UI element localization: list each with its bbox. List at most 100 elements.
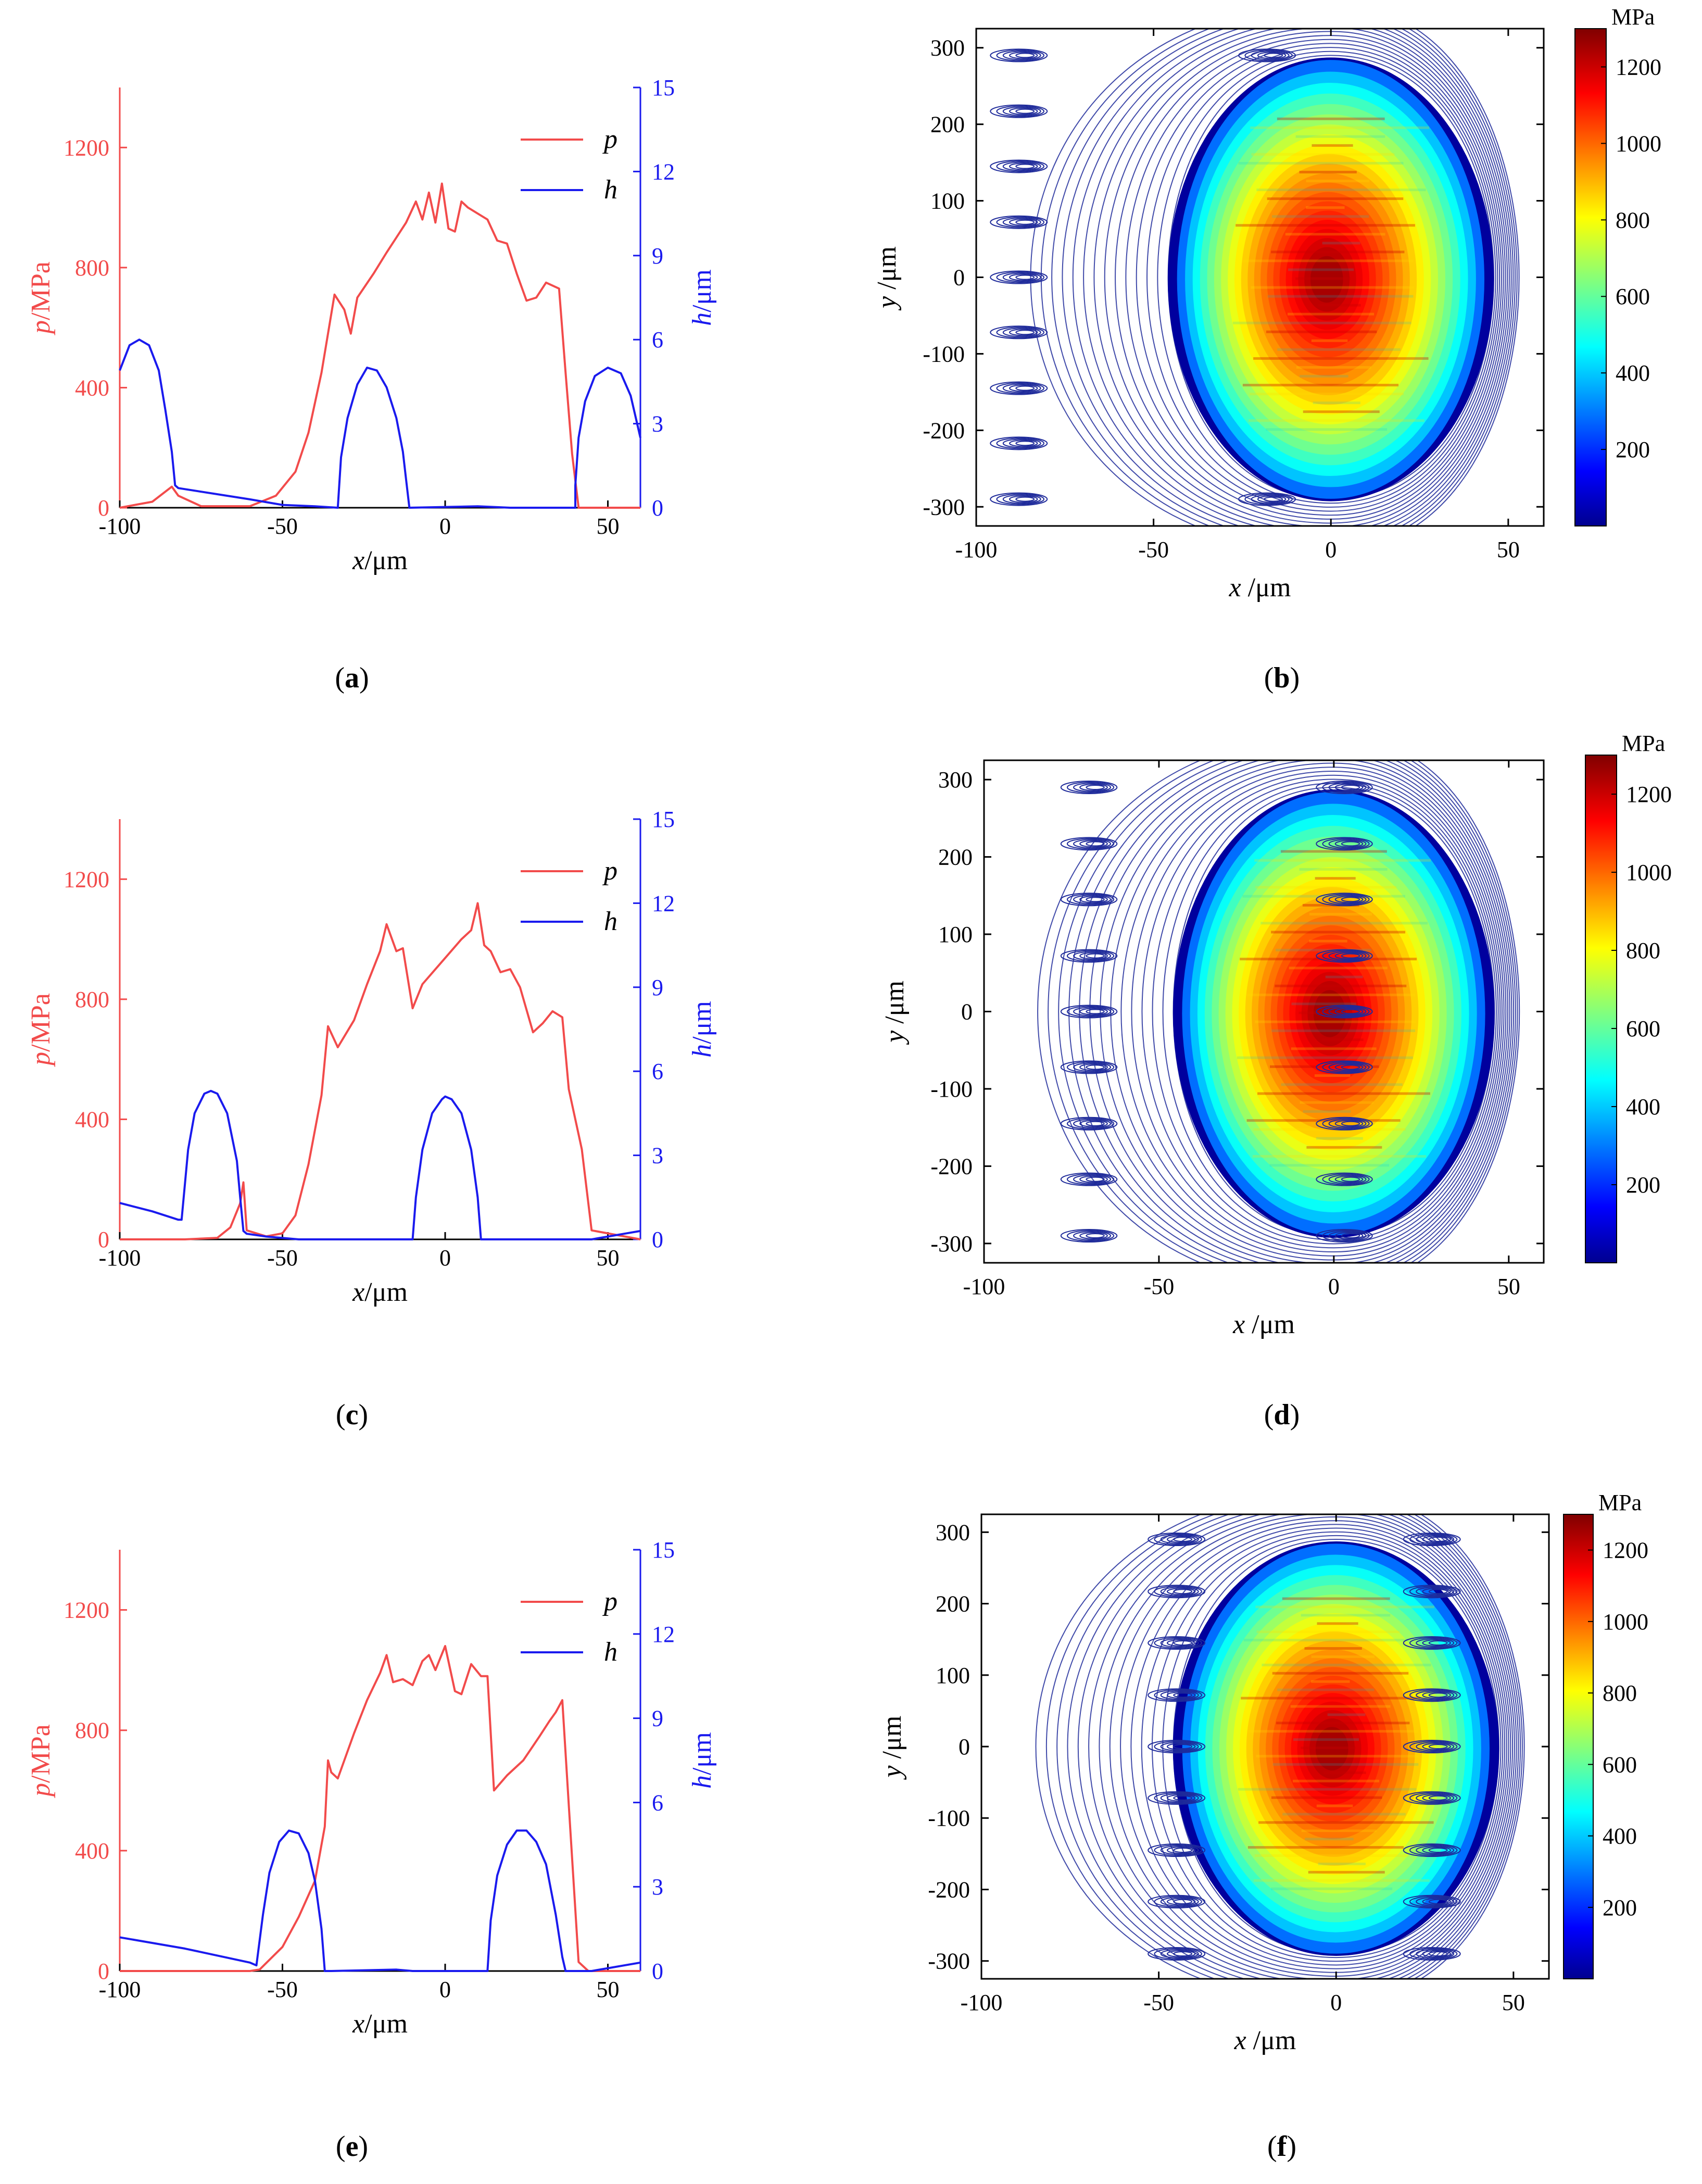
- y-right-tick-label: 12: [652, 890, 675, 916]
- dimple-ring: [1009, 218, 1038, 226]
- pressure-contour-line: [1152, 1531, 1504, 1962]
- dimple-ring: [1322, 894, 1370, 906]
- dimple-ring: [1322, 838, 1370, 850]
- x-tick-label: 50: [1497, 537, 1520, 562]
- x-tick-label: -100: [99, 1245, 141, 1271]
- y-right-tick-label: 3: [652, 411, 663, 437]
- colorbar-unit-label: MPa: [1622, 731, 1665, 756]
- y-right-tick-label: 3: [652, 1143, 663, 1169]
- dimple-contour: [1148, 1533, 1206, 1547]
- dimple-ring: [990, 215, 1048, 229]
- colorbar-tick-label: 600: [1626, 1016, 1660, 1041]
- dimple-contour: [1148, 1894, 1206, 1909]
- colorbar-unit-label: MPa: [1611, 4, 1655, 30]
- dimple-ring: [1154, 1741, 1202, 1752]
- panel-caption: (d): [1264, 1399, 1300, 1431]
- y-right-tick-label: 0: [652, 495, 663, 521]
- dimple-ring: [1002, 383, 1041, 393]
- pressure-contour-line: [1157, 51, 1496, 504]
- dimple-ring: [1066, 1173, 1115, 1185]
- dimple-ring: [1148, 1688, 1206, 1702]
- dimple-ring: [1257, 495, 1287, 503]
- y-left-axis-label-unit: /MPa: [26, 261, 56, 320]
- dimple-ring: [996, 105, 1044, 117]
- dimple-ring: [1015, 108, 1035, 114]
- pressure-streak: [1298, 1011, 1354, 1014]
- dimple-ring: [1316, 1116, 1373, 1131]
- x-tick-label: -50: [267, 1977, 298, 2002]
- dimple-ring: [1428, 1795, 1448, 1801]
- dimple-ring: [1148, 1636, 1206, 1650]
- dimple-ring: [1409, 1896, 1458, 1907]
- pressure-streak: [1321, 1038, 1364, 1041]
- dimple-ring: [1060, 893, 1118, 907]
- colorbar-tick-label: 600: [1616, 284, 1650, 309]
- dimple-ring: [1416, 1587, 1455, 1597]
- x-tick-label: 50: [597, 1977, 620, 2002]
- x-tick-label: 0: [439, 1245, 451, 1271]
- y-axis-label: y /μm: [877, 1716, 907, 1780]
- pressure-streak: [1242, 895, 1405, 898]
- y-left-tick-label: 1200: [64, 867, 109, 892]
- caption-open: (: [1264, 1399, 1274, 1431]
- dimple-ring: [1422, 1639, 1451, 1647]
- y-axis-label: y /μm: [880, 981, 910, 1045]
- pressure-streak: [1271, 250, 1405, 254]
- dimple-ring: [1244, 493, 1293, 505]
- y-axis-label-unit: /μm: [880, 981, 910, 1031]
- pressure-streak: [1252, 1155, 1427, 1158]
- dimple-ring: [1009, 107, 1038, 115]
- dimple-contour: [990, 436, 1048, 450]
- heatmap-plot-area: [984, 760, 1544, 1263]
- dimple-ring: [1060, 1116, 1118, 1131]
- y-left-tick-label: 1200: [64, 1598, 109, 1623]
- dimple-contour: [1316, 1229, 1373, 1243]
- dimple-ring: [990, 270, 1048, 284]
- dimple-ring: [1422, 1536, 1451, 1543]
- pressure-streak: [1267, 197, 1404, 200]
- pressure-streak: [1275, 984, 1407, 987]
- dimple-ring: [1166, 1794, 1196, 1802]
- x-axis-label-unit: /μm: [1241, 573, 1291, 603]
- y-tick-label: 200: [936, 1591, 970, 1617]
- pressure-contour-line: [1037, 760, 1520, 1263]
- dimple-ring: [1416, 1897, 1455, 1906]
- dimple-ring: [1079, 1175, 1108, 1183]
- dimple-ring: [1060, 949, 1118, 963]
- x-axis-label-var: x: [1232, 1310, 1245, 1339]
- pressure-contour-line: [1136, 43, 1501, 512]
- y-right-tick-label: 12: [652, 1622, 675, 1647]
- dimple-ring: [1244, 49, 1293, 61]
- dimple-ring: [1409, 1637, 1458, 1649]
- pressure-streak: [1266, 428, 1388, 431]
- x-tick-label: -50: [1143, 1990, 1174, 2015]
- y-tick-label: 100: [936, 1663, 970, 1688]
- dimple-ring: [1316, 1060, 1373, 1074]
- dimple-ring: [1173, 1847, 1193, 1853]
- y-right-tick-label: 9: [652, 1706, 663, 1731]
- pressure-contour-line: [1067, 1514, 1519, 1979]
- colorbar-tick-label: 400: [1603, 1824, 1637, 1849]
- x-tick-label: -100: [99, 513, 141, 539]
- y-axis-label-var: y: [872, 296, 902, 311]
- y-right-tick-label: 0: [652, 1227, 663, 1252]
- dimple-ring: [1341, 1176, 1360, 1182]
- y-left-axis-label-var: p: [26, 1052, 56, 1068]
- dimple-ring: [996, 493, 1044, 505]
- x-tick-label: -50: [267, 1245, 298, 1271]
- y-left-tick-label: 0: [98, 1959, 109, 1984]
- dimple-contour: [1403, 1688, 1461, 1702]
- caption-close: ): [358, 1399, 368, 1431]
- dimple-ring: [1166, 1898, 1196, 1905]
- dimple-ring: [1341, 897, 1360, 902]
- y-axis-label: y /μm: [872, 246, 902, 311]
- pressure-streak: [1308, 1871, 1385, 1874]
- pressure-contour-line: [1045, 1514, 1523, 1979]
- dimple-contour: [1316, 893, 1373, 907]
- dimple-ring: [1316, 1005, 1373, 1019]
- x-tick-label: -100: [955, 537, 998, 562]
- dimple-ring: [1409, 1534, 1458, 1546]
- pressure-streak: [1255, 1605, 1434, 1609]
- dimple-contour: [1060, 949, 1118, 963]
- y-left-axis-label-var: p: [26, 320, 56, 336]
